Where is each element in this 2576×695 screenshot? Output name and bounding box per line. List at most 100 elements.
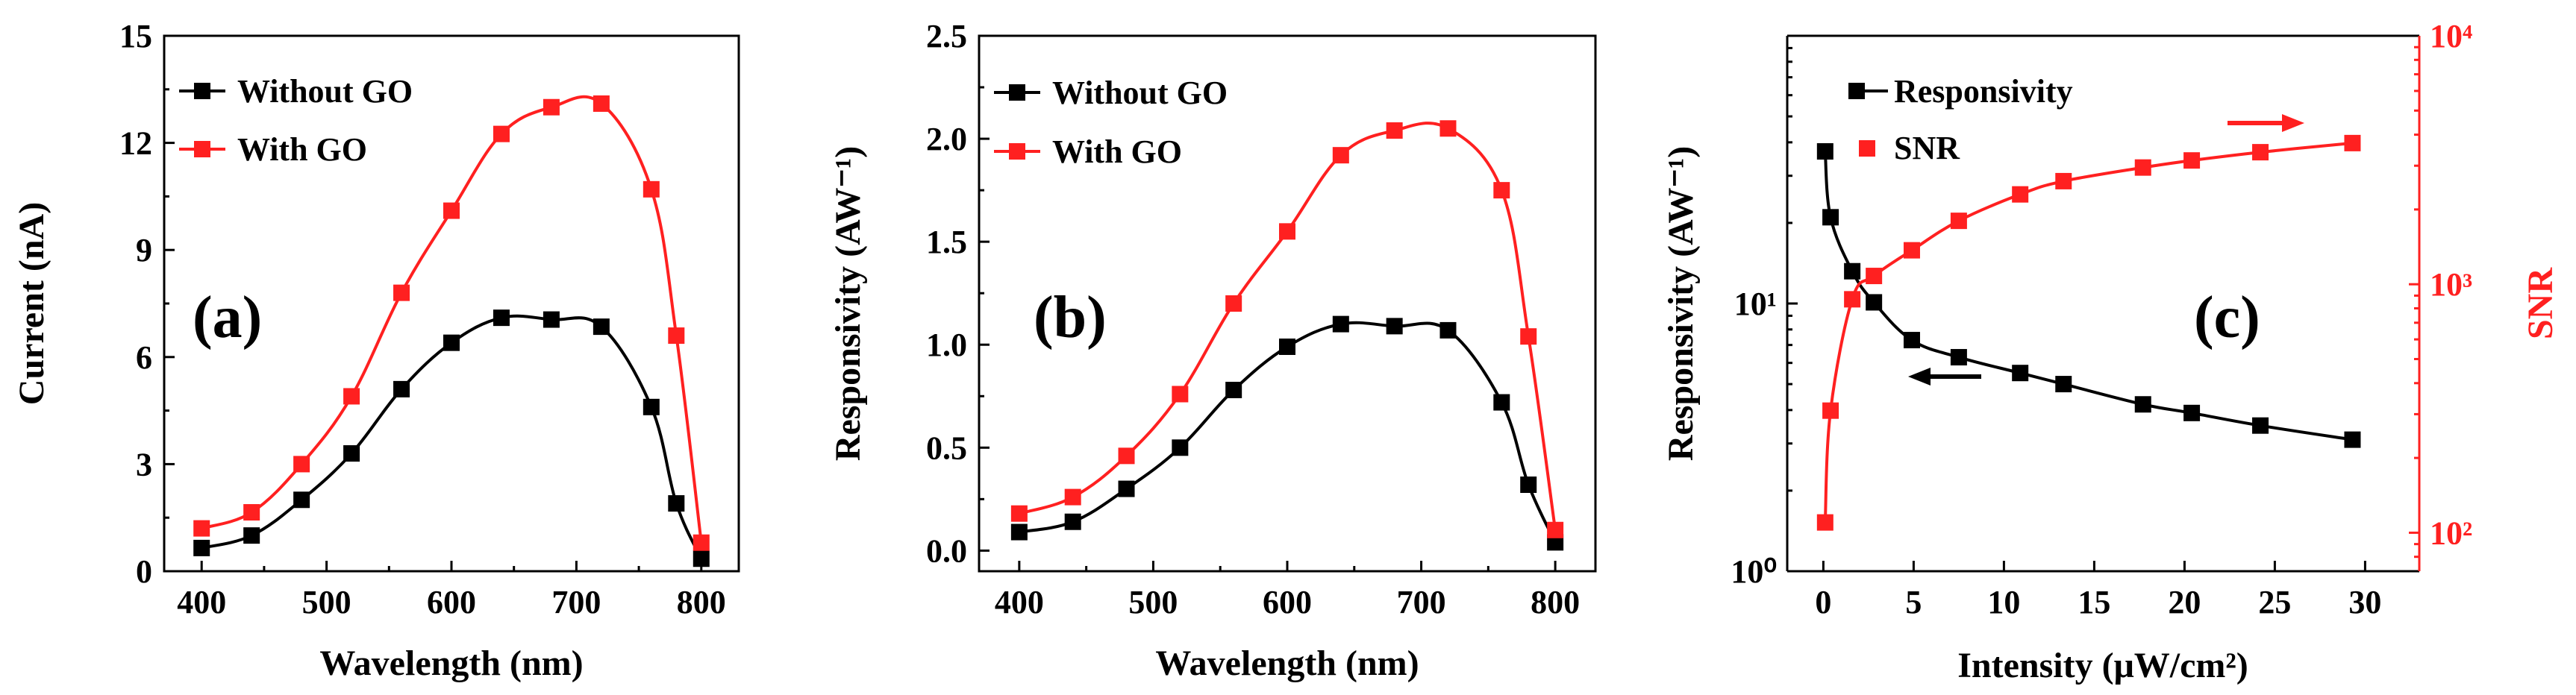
x-axis-title: Wavelength (nm) bbox=[319, 644, 583, 683]
data-point-without-go bbox=[1493, 394, 1510, 411]
data-point-with-go bbox=[1520, 328, 1537, 345]
data-point-responsivity bbox=[2055, 376, 2072, 393]
data-point-with-go bbox=[193, 520, 210, 537]
y-tick-label: 1.0 bbox=[926, 327, 967, 363]
data-point-with-go bbox=[1010, 505, 1028, 522]
x-tick-label: 600 bbox=[427, 584, 476, 620]
data-point-without-go bbox=[1118, 480, 1135, 497]
y-tick-label: 2.5 bbox=[926, 18, 967, 54]
y-tick-label: 6 bbox=[136, 339, 152, 376]
data-point-snr bbox=[1950, 213, 1967, 230]
series-line-without-go bbox=[1019, 321, 1557, 544]
series-group bbox=[193, 95, 710, 567]
data-point-without-go bbox=[1547, 534, 1564, 551]
panel-label: (c) bbox=[2194, 285, 2260, 350]
data-point-with-go bbox=[493, 125, 510, 142]
data-point-with-go bbox=[1118, 447, 1135, 465]
data-point-without-go bbox=[1439, 321, 1457, 339]
data-point-snr bbox=[2134, 159, 2151, 176]
legend: Responsivity SNR bbox=[1848, 73, 2073, 166]
data-point-with-go bbox=[1279, 223, 1295, 240]
x-tick-label: 10 bbox=[1987, 584, 2020, 620]
x-axis-title: Wavelength (nm) bbox=[1155, 644, 1419, 683]
data-point-snr bbox=[1844, 291, 1861, 308]
data-point-with-go bbox=[1547, 521, 1564, 538]
data-point-with-go bbox=[1386, 122, 1403, 139]
data-point-responsivity bbox=[2134, 396, 2151, 413]
data-point-without-go bbox=[593, 318, 610, 336]
legend: Without GO With GO bbox=[179, 73, 413, 168]
data-point-with-go bbox=[643, 180, 660, 198]
data-point-without-go bbox=[1386, 318, 1403, 335]
y-axis-title: Current (nA) bbox=[12, 202, 51, 405]
y-tick-label: 3 bbox=[136, 446, 152, 482]
data-point-without-go bbox=[1010, 523, 1028, 541]
data-point-without-go bbox=[1279, 338, 1295, 355]
data-point-responsivity bbox=[2344, 431, 2361, 448]
y-tick-label: 9 bbox=[136, 232, 152, 268]
data-point-responsivity bbox=[1844, 262, 1861, 280]
x-tick-label: 15 bbox=[2078, 584, 2110, 620]
arrow-left-icon bbox=[1908, 368, 1981, 386]
legend: Without GO With GO bbox=[994, 75, 1228, 170]
y-tick-label: 0 bbox=[136, 553, 152, 590]
arrow-right-icon bbox=[2228, 114, 2304, 132]
data-point-responsivity bbox=[1903, 332, 1920, 349]
data-point-responsivity bbox=[2252, 417, 2269, 434]
data-point-without-go bbox=[668, 495, 685, 512]
x-axis-ticks: 400 500 600 700 800 bbox=[995, 561, 1580, 620]
x-tick-label: 600 bbox=[1263, 584, 1312, 620]
x-axis-title: Intensity (μW/cm²) bbox=[1957, 646, 2248, 685]
data-point-with-go bbox=[543, 98, 560, 116]
x-tick-label: 800 bbox=[677, 584, 726, 620]
chart-panel-c: 0 5 10 15 20 25 30 10⁰ 10¹ 10² 10³ 10⁴ Intensity … bbox=[1661, 18, 2560, 685]
series-line-without-go bbox=[201, 314, 703, 560]
x-tick-label: 25 bbox=[2258, 584, 2291, 620]
chart-panel-a: 400 500 600 700 800 0 3 6 9 12 15 Wavelength (nm)… bbox=[12, 18, 740, 683]
data-point-with-go bbox=[1172, 386, 1189, 403]
x-tick-label: 30 bbox=[2348, 584, 2381, 620]
data-point-without-go bbox=[343, 445, 360, 462]
legend-marker-without-go bbox=[1009, 84, 1025, 101]
y-axis-title: Responsivity (AW⁻¹) bbox=[828, 146, 868, 461]
data-point-with-go bbox=[1332, 147, 1349, 164]
plot-frame bbox=[163, 34, 740, 573]
y-tick-label: 12 bbox=[119, 125, 152, 162]
data-point-without-go bbox=[193, 539, 210, 556]
data-point-without-go bbox=[243, 527, 260, 544]
y2-tick-label: 10² bbox=[2430, 515, 2472, 551]
y-tick-label: 0.0 bbox=[926, 532, 967, 569]
y-axis-ticks-right: 10² 10³ 10⁴ bbox=[2409, 18, 2472, 573]
panel-label: (b) bbox=[1034, 285, 1107, 350]
series-line-snr bbox=[1823, 141, 2353, 523]
y-tick-label: 15 bbox=[119, 18, 152, 54]
data-point-with-go bbox=[1493, 182, 1510, 199]
legend-marker-snr bbox=[1859, 140, 1875, 157]
data-point-with-go bbox=[668, 327, 685, 345]
data-point-responsivity bbox=[1822, 209, 1839, 226]
data-point-with-go bbox=[1225, 295, 1242, 312]
x-tick-label: 0 bbox=[1815, 584, 1831, 620]
y-tick-label: 2.0 bbox=[926, 121, 967, 157]
data-point-without-go bbox=[293, 491, 310, 509]
series-group bbox=[1816, 134, 2361, 531]
data-point-snr bbox=[2252, 144, 2269, 161]
data-point-with-go bbox=[343, 388, 360, 405]
legend-label-with-go: With GO bbox=[237, 131, 367, 168]
data-point-responsivity bbox=[1950, 349, 1967, 366]
data-point-without-go bbox=[1225, 381, 1242, 398]
data-point-with-go bbox=[293, 456, 310, 473]
legend-marker-responsivity bbox=[1848, 83, 1865, 99]
data-point-with-go bbox=[693, 534, 710, 551]
series-line-responsivity bbox=[1823, 151, 2353, 441]
x-axis-ticks: 400 500 600 700 800 bbox=[177, 561, 726, 620]
x-tick-label: 20 bbox=[2168, 584, 2201, 620]
data-point-with-go bbox=[1439, 120, 1457, 137]
x-tick-label: 800 bbox=[1531, 584, 1580, 620]
x-tick-label: 5 bbox=[1905, 584, 1922, 620]
x-tick-label: 500 bbox=[1128, 584, 1178, 620]
y-tick-label: 0.5 bbox=[926, 430, 967, 466]
y-axis-ticks: 0.0 0.5 1.0 1.5 2.0 2.5 bbox=[926, 18, 990, 569]
chart-panel-b: 400 500 600 700 800 0.0 0.5 1.0 1.5 2.0 2.5 Wavel… bbox=[828, 18, 1597, 683]
data-point-responsivity bbox=[1866, 294, 1883, 311]
